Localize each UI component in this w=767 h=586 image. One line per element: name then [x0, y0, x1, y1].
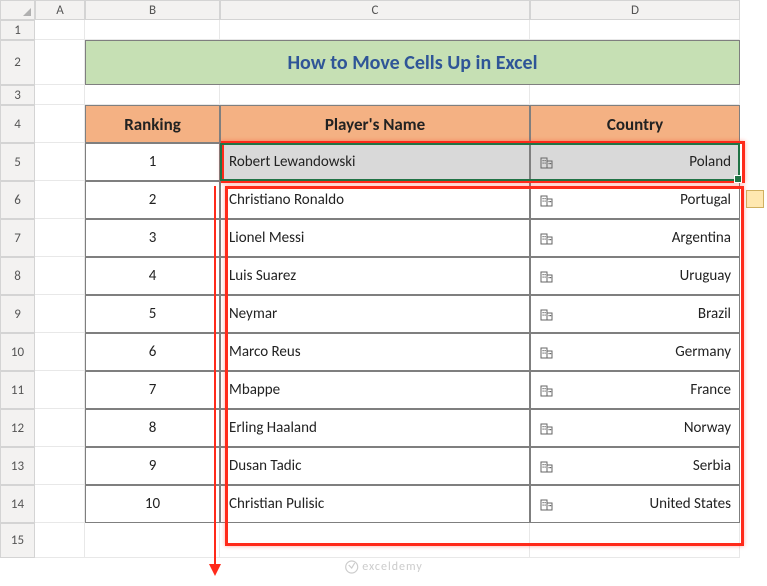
watermark-logo-icon: [344, 560, 358, 574]
row-header-9[interactable]: 9: [0, 295, 35, 333]
building-icon: [539, 230, 555, 246]
player-cell[interactable]: Robert Lewandowski: [220, 143, 530, 181]
cell-a7[interactable]: [35, 219, 85, 257]
smart-tag-icon[interactable]: [746, 190, 764, 208]
cell-a6[interactable]: [35, 181, 85, 219]
row-header-1[interactable]: 1: [0, 20, 35, 40]
building-icon: [539, 344, 555, 360]
arrow-head-icon: [209, 564, 221, 576]
cell-a3[interactable]: [35, 85, 85, 105]
country-cell[interactable]: France: [530, 371, 740, 409]
arrow-line: [214, 186, 216, 566]
rank-cell[interactable]: 8: [85, 409, 220, 447]
rank-cell[interactable]: 9: [85, 447, 220, 485]
player-cell[interactable]: Erling Haaland: [220, 409, 530, 447]
country-cell[interactable]: Germany: [530, 333, 740, 371]
building-icon: [539, 306, 555, 322]
cell-a9[interactable]: [35, 295, 85, 333]
cell-a5[interactable]: [35, 143, 85, 181]
row-header-10[interactable]: 10: [0, 333, 35, 371]
row-header-11[interactable]: 11: [0, 371, 35, 409]
select-all-corner[interactable]: [0, 0, 35, 20]
rank-cell[interactable]: 5: [85, 295, 220, 333]
cell-c3[interactable]: [220, 85, 530, 105]
row-header-15[interactable]: 15: [0, 523, 35, 558]
cell-a1[interactable]: [35, 20, 85, 40]
rank-cell[interactable]: 10: [85, 485, 220, 523]
header-player[interactable]: Player's Name: [220, 105, 530, 143]
player-cell[interactable]: Marco Reus: [220, 333, 530, 371]
country-cell[interactable]: Uruguay: [530, 257, 740, 295]
cell-d3[interactable]: [530, 85, 740, 105]
country-cell[interactable]: United States: [530, 485, 740, 523]
cell-a10[interactable]: [35, 333, 85, 371]
cell-a2[interactable]: [35, 40, 85, 85]
cell-c1[interactable]: [220, 20, 530, 40]
cell-b15[interactable]: [85, 523, 220, 558]
cell-a4[interactable]: [35, 105, 85, 143]
rank-cell[interactable]: 1: [85, 143, 220, 181]
building-icon: [539, 268, 555, 284]
player-cell[interactable]: Mbappe: [220, 371, 530, 409]
cell-b3[interactable]: [85, 85, 220, 105]
building-icon: [539, 382, 555, 398]
rank-cell[interactable]: 4: [85, 257, 220, 295]
player-cell[interactable]: Christiano Ronaldo: [220, 181, 530, 219]
spreadsheet-grid: A B C D 1 2 How to Move Cells Up in Exce…: [0, 0, 767, 558]
player-cell[interactable]: Neymar: [220, 295, 530, 333]
building-icon: [539, 192, 555, 208]
cell-a15[interactable]: [35, 523, 85, 558]
player-cell[interactable]: Dusan Tadic: [220, 447, 530, 485]
row-header-13[interactable]: 13: [0, 447, 35, 485]
country-cell[interactable]: Brazil: [530, 295, 740, 333]
row-header-3[interactable]: 3: [0, 85, 35, 105]
col-header-d[interactable]: D: [530, 0, 740, 20]
header-country[interactable]: Country: [530, 105, 740, 143]
row-header-12[interactable]: 12: [0, 409, 35, 447]
cell-c15[interactable]: [220, 523, 530, 558]
country-cell[interactable]: Poland: [530, 143, 740, 181]
player-cell[interactable]: Christian Pulisic: [220, 485, 530, 523]
country-cell[interactable]: Argentina: [530, 219, 740, 257]
rank-cell[interactable]: 6: [85, 333, 220, 371]
rank-cell[interactable]: 3: [85, 219, 220, 257]
cell-a11[interactable]: [35, 371, 85, 409]
cell-a12[interactable]: [35, 409, 85, 447]
rank-cell[interactable]: 7: [85, 371, 220, 409]
row-header-6[interactable]: 6: [0, 181, 35, 219]
col-header-b[interactable]: B: [85, 0, 220, 20]
col-header-a[interactable]: A: [35, 0, 85, 20]
watermark: exceldemy: [344, 560, 423, 574]
header-ranking[interactable]: Ranking: [85, 105, 220, 143]
cell-b1[interactable]: [85, 20, 220, 40]
country-cell[interactable]: Norway: [530, 409, 740, 447]
building-icon: [539, 420, 555, 436]
cell-a8[interactable]: [35, 257, 85, 295]
player-cell[interactable]: Luis Suarez: [220, 257, 530, 295]
building-icon: [539, 154, 555, 170]
cell-a14[interactable]: [35, 485, 85, 523]
country-cell[interactable]: Portugal: [530, 181, 740, 219]
cell-a13[interactable]: [35, 447, 85, 485]
row-header-5[interactable]: 5: [0, 143, 35, 181]
title-cell[interactable]: How to Move Cells Up in Excel: [85, 40, 740, 85]
player-cell[interactable]: Lionel Messi: [220, 219, 530, 257]
row-header-4[interactable]: 4: [0, 105, 35, 143]
country-cell[interactable]: Serbia: [530, 447, 740, 485]
row-header-7[interactable]: 7: [0, 219, 35, 257]
cell-d15[interactable]: [530, 523, 740, 558]
row-header-8[interactable]: 8: [0, 257, 35, 295]
building-icon: [539, 496, 555, 512]
building-icon: [539, 458, 555, 474]
cell-d1[interactable]: [530, 20, 740, 40]
row-header-14[interactable]: 14: [0, 485, 35, 523]
col-header-c[interactable]: C: [220, 0, 530, 20]
watermark-brand: exceldemy: [362, 560, 423, 574]
rank-cell[interactable]: 2: [85, 181, 220, 219]
row-header-2[interactable]: 2: [0, 40, 35, 85]
